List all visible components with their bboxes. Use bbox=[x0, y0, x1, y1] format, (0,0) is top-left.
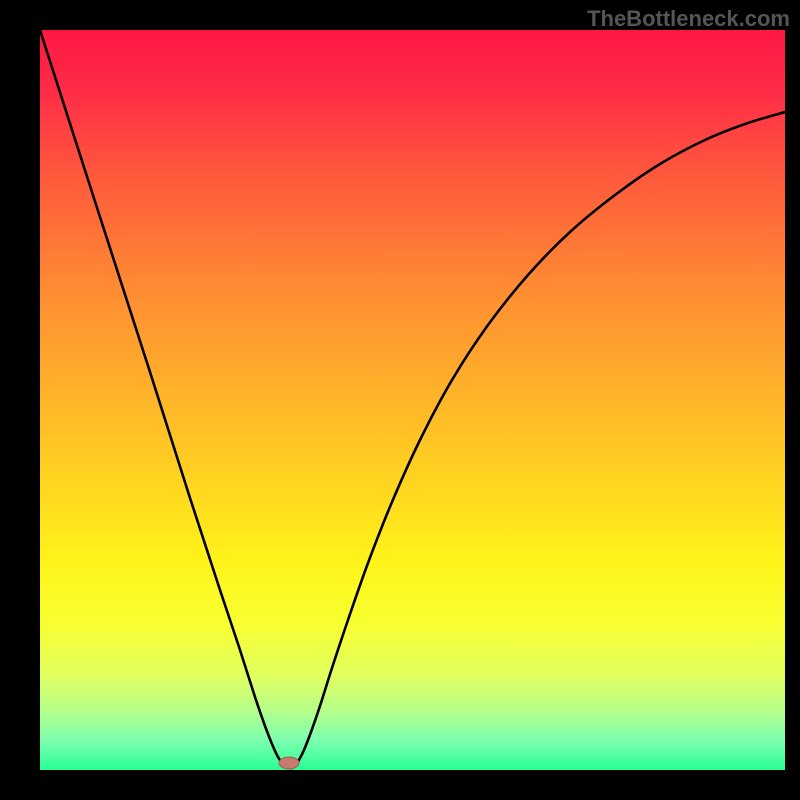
watermark-text: TheBottleneck.com bbox=[587, 6, 790, 32]
optimal-marker bbox=[279, 757, 299, 769]
chart-plot-background bbox=[40, 30, 785, 770]
chart-container: TheBottleneck.com bbox=[0, 0, 800, 800]
bottleneck-chart bbox=[0, 0, 800, 800]
